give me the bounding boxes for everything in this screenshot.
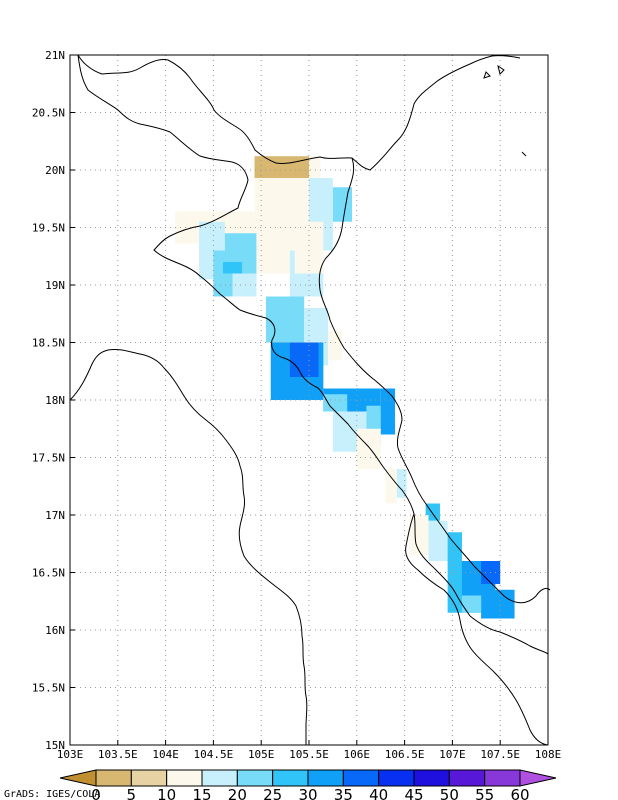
colorbar-box (484, 769, 521, 787)
credit-text: GrADS: IGES/COLA (4, 789, 100, 800)
colorbar-box (448, 769, 486, 787)
lat-tick-label: 21N (45, 49, 65, 62)
island (497, 64, 505, 75)
coastline (318, 157, 551, 604)
shaded-cell (232, 273, 257, 297)
lon-tick-label: 105.5E (289, 748, 329, 761)
colorbar-label: 45 (404, 786, 423, 800)
lat-tick-label: 16.5N (32, 567, 65, 580)
colorbar-label: 0 (91, 786, 101, 800)
colorbar-label: 50 (440, 786, 459, 800)
colorbar-label: 5 (127, 786, 137, 800)
lat-tick-label: 15.5N (32, 682, 65, 695)
lon-tick-label: 106E (344, 748, 371, 761)
shaded-cell (323, 394, 348, 412)
colorbar-label: 40 (369, 786, 388, 800)
shaded-cell (425, 503, 440, 521)
colorbar-box (413, 769, 450, 787)
shaded-cell (332, 187, 353, 222)
lon-tick-label: 107E (439, 748, 466, 761)
colorbar-box (166, 769, 203, 787)
colorbar-label: 15 (192, 786, 211, 800)
shaded-cell (481, 589, 515, 619)
lat-tick-label: 20N (45, 164, 65, 177)
shaded-cell (447, 532, 462, 561)
shaded-cell (428, 520, 448, 561)
colorbar-label: 35 (334, 786, 353, 800)
lon-tick-label: 103E (57, 748, 84, 761)
lon-tick-label: 108E (535, 748, 562, 761)
shaded-cell (265, 296, 305, 343)
coastline (77, 54, 521, 171)
lon-tick-label: 107.5E (480, 748, 520, 761)
lat-tick-label: 16N (45, 624, 65, 637)
colorbar-label: 25 (263, 786, 282, 800)
lon-tick-label: 103.5E (98, 748, 138, 761)
colorbar-box (307, 769, 344, 787)
colorbar-box (272, 769, 309, 787)
lon-tick-label: 106.5E (385, 748, 425, 761)
lon-tick-label: 105E (248, 748, 275, 761)
lat-tick-label: 20.5N (32, 107, 65, 120)
colorbar-box (342, 769, 380, 787)
island (483, 71, 491, 79)
coastline-borders-layer (69, 54, 551, 746)
lat-tick-label: 17.5N (32, 452, 65, 465)
lat-tick-label: 17N (45, 509, 65, 522)
lat-tick-label: 18.5N (32, 337, 65, 350)
shaded-cell (409, 515, 429, 556)
border (469, 615, 549, 655)
lat-tick-label: 19.5N (32, 222, 65, 235)
lon-tick-label: 104E (152, 748, 179, 761)
colorbar-box (130, 769, 168, 787)
shaded-cells-layer (175, 156, 515, 619)
colorbar-box (236, 769, 274, 787)
shaded-cell (328, 331, 343, 360)
colorbar-arrow-low (59, 769, 97, 787)
colorbar-box (378, 769, 415, 787)
lat-tick-label: 18N (45, 394, 65, 407)
shaded-cell (380, 388, 396, 435)
border (405, 513, 549, 746)
colorbar-label: 55 (475, 786, 494, 800)
shaded-cell (356, 428, 381, 469)
border (69, 349, 308, 745)
colorbar-arrow-high (519, 769, 557, 787)
colorbar-label: 20 (228, 786, 247, 800)
colorbar: 0 5 10 15 20 25 30 35 40 45 50 55 60 (59, 769, 557, 800)
colorbar-label: 10 (157, 786, 176, 800)
border (77, 54, 471, 617)
colorbar-label: 30 (298, 786, 317, 800)
colorbar-box (201, 769, 238, 787)
shaded-cell (461, 595, 482, 613)
lon-tick-label: 104.5E (194, 748, 234, 761)
shaded-cell (222, 262, 243, 274)
lat-tick-label: 19N (45, 279, 65, 292)
island (521, 151, 527, 157)
lat-tick-label: 15N (45, 739, 65, 752)
shaded-cell (385, 469, 397, 504)
colorbar-box (95, 769, 132, 787)
shaded-cell (254, 156, 309, 179)
grid-lines-layer (70, 55, 548, 745)
shaded-cell (289, 342, 319, 377)
shaded-cell (396, 469, 407, 498)
shaded-cell (309, 156, 321, 179)
colorbar-label: 60 (510, 786, 529, 800)
axis-ticks-layer: 103E 103.5E 104E 104.5E 105E 105.5E 106E 106.5E… (32, 49, 561, 761)
